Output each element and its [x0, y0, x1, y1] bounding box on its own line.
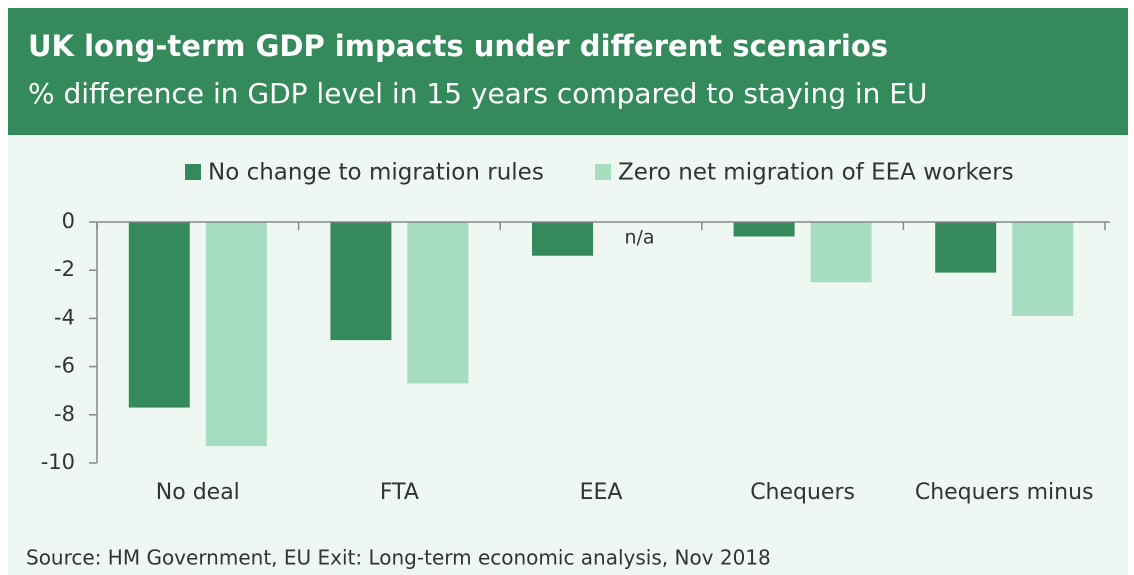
bar [128, 222, 190, 408]
source-note: Source: HM Government, EU Exit: Long-ter… [26, 546, 771, 570]
bar [733, 222, 795, 237]
legend-swatch [185, 164, 201, 180]
x-tick-label: FTA [380, 480, 419, 505]
x-tick-label: No deal [156, 480, 240, 505]
bar [810, 222, 872, 283]
plot-background [8, 135, 1128, 575]
legend-swatch [595, 164, 611, 180]
x-tick-label: Chequers [750, 480, 855, 505]
chart-subtitle: % difference in GDP level in 15 years co… [28, 77, 927, 110]
x-tick-label: Chequers minus [915, 480, 1094, 505]
x-tick-label: EEA [580, 480, 623, 505]
bar [1012, 222, 1074, 316]
y-tick-label: -10 [41, 450, 75, 474]
bar [935, 222, 997, 273]
y-tick-label: 0 [62, 209, 75, 233]
chart-title: UK long-term GDP impacts under different… [28, 29, 888, 63]
y-tick-label: -4 [54, 305, 75, 329]
annotation: n/a [624, 227, 654, 249]
bar [330, 222, 392, 341]
legend-label: Zero net migration of EEA workers [618, 160, 1014, 186]
legend-label: No change to migration rules [208, 160, 544, 186]
bar [532, 222, 593, 256]
y-tick-label: -2 [54, 257, 75, 281]
header-band [8, 8, 1128, 135]
y-tick-label: -6 [54, 354, 75, 378]
bar [407, 222, 469, 384]
bar [205, 222, 267, 447]
y-tick-label: -8 [54, 402, 75, 426]
